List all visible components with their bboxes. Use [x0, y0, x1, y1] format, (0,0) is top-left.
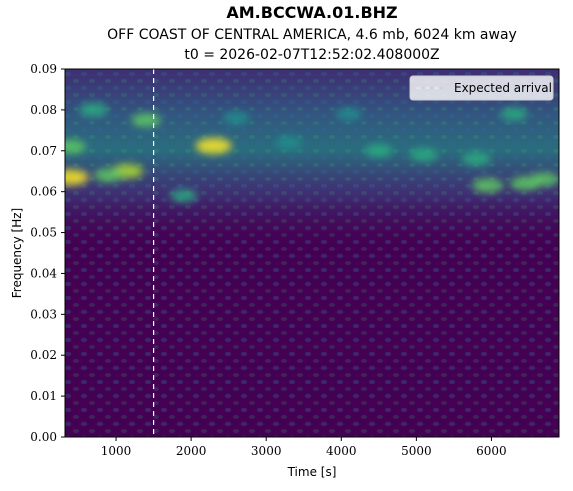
heatmap-hotspot: [79, 103, 108, 117]
legend: Expected arrival: [409, 75, 554, 101]
x-axis-ticks: 1000 2000 3000 4000 5000 6000: [101, 437, 507, 458]
heatmap-hotspot: [500, 107, 528, 121]
heatmap-texture: [65, 69, 559, 437]
chart-subtitle-event: OFF COAST OF CENTRAL AMERICA, 4.6 mb, 60…: [107, 27, 517, 43]
heatmap-hotspots: [65, 103, 559, 203]
heatmap-hotspot: [365, 144, 393, 158]
y-tick-label: 0.05: [30, 226, 57, 240]
chart-title: AM.BCCWA.01.BHZ: [226, 3, 397, 22]
heatmap-hotspot: [65, 169, 89, 186]
y-tick-label: 0.07: [30, 144, 57, 158]
x-tick-label: 5000: [401, 444, 432, 458]
legend-label-expected-arrival: Expected arrival: [454, 81, 552, 95]
y-tick-label: 0.06: [30, 185, 57, 199]
x-axis-label: Time [s]: [287, 465, 337, 479]
heatmap-hotspot: [529, 172, 559, 187]
plot-frame: [64, 68, 560, 438]
x-tick-label: 3000: [251, 444, 282, 458]
y-axis-label: Frequency [Hz]: [10, 208, 24, 299]
y-axis-ticks: 0.00 0.01 0.02 0.03 0.04 0.05 0.06 0.07 0.08 0.09: [30, 62, 65, 444]
x-tick-label: 6000: [476, 444, 507, 458]
y-tick-label: 0.02: [30, 348, 57, 362]
x-tick-label: 2000: [176, 444, 207, 458]
heatmap-hotspot: [409, 148, 438, 162]
y-tick-label: 0.09: [30, 62, 57, 76]
heatmap-hotspot: [131, 113, 161, 127]
y-tick-label: 0.08: [30, 103, 57, 117]
y-tick-label: 0.03: [30, 307, 57, 321]
x-tick-label: 4000: [326, 444, 357, 458]
plot-area: [65, 69, 559, 437]
heatmap-hotspot: [222, 111, 250, 125]
legend-box: [409, 75, 554, 101]
heatmap-hotspot: [335, 107, 362, 121]
heatmap-hotspot: [275, 136, 302, 149]
y-tick-label: 0.01: [30, 389, 57, 403]
heatmap-hotspot: [170, 189, 198, 203]
heatmap-hotspot: [93, 168, 124, 183]
heatmap-hotspot: [472, 178, 504, 193]
heatmap-hotspot: [65, 139, 86, 154]
y-tick-label: 0.00: [30, 430, 57, 444]
heatmap-hotspot: [195, 137, 232, 154]
chart-subtitle-t0: t0 = 2026-02-07T12:52:02.408000Z: [184, 47, 439, 63]
y-tick-label: 0.04: [30, 266, 57, 280]
heatmap-hotspot: [462, 152, 491, 166]
x-tick-label: 1000: [101, 444, 132, 458]
